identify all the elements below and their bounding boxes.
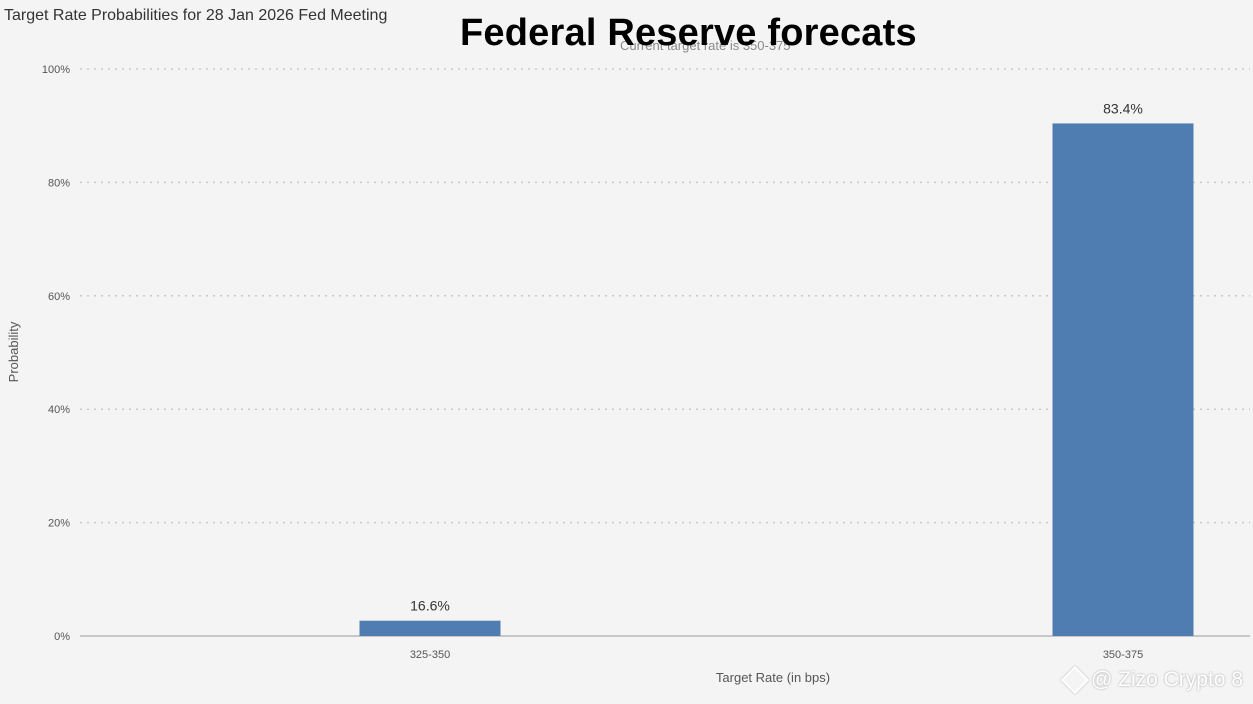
- overlay-title: Federal Reserve forecats: [460, 12, 917, 54]
- y-tick-label: 40%: [48, 404, 70, 416]
- y-tick-label: 60%: [48, 291, 70, 303]
- x-tick-label: 350-375: [1103, 649, 1143, 661]
- bar-350-375: [1052, 123, 1194, 636]
- y-tick-label: 20%: [48, 518, 70, 530]
- chart-title: Target Rate Probabilities for 28 Jan 202…: [4, 7, 388, 24]
- data-label: 16.6%: [410, 598, 450, 614]
- y-tick-label: 0%: [54, 631, 70, 643]
- watermark: @ Zizo Crypto 8: [1060, 665, 1243, 695]
- x-tick-label: 325-350: [410, 649, 450, 661]
- y-tick-label: 80%: [48, 177, 70, 189]
- y-axis-title: Probability: [6, 321, 21, 382]
- chart-subtitle: Current target rate is 350-375: [620, 38, 791, 53]
- data-label: 83.4%: [1103, 100, 1143, 116]
- bar-325-350: [359, 620, 501, 636]
- watermark-text: @ Zizo Crypto 8: [1090, 668, 1243, 691]
- y-tick-label: 100%: [42, 64, 70, 76]
- x-axis-title: Target Rate (in bps): [716, 670, 830, 685]
- binance-diamond-icon: [1060, 665, 1090, 695]
